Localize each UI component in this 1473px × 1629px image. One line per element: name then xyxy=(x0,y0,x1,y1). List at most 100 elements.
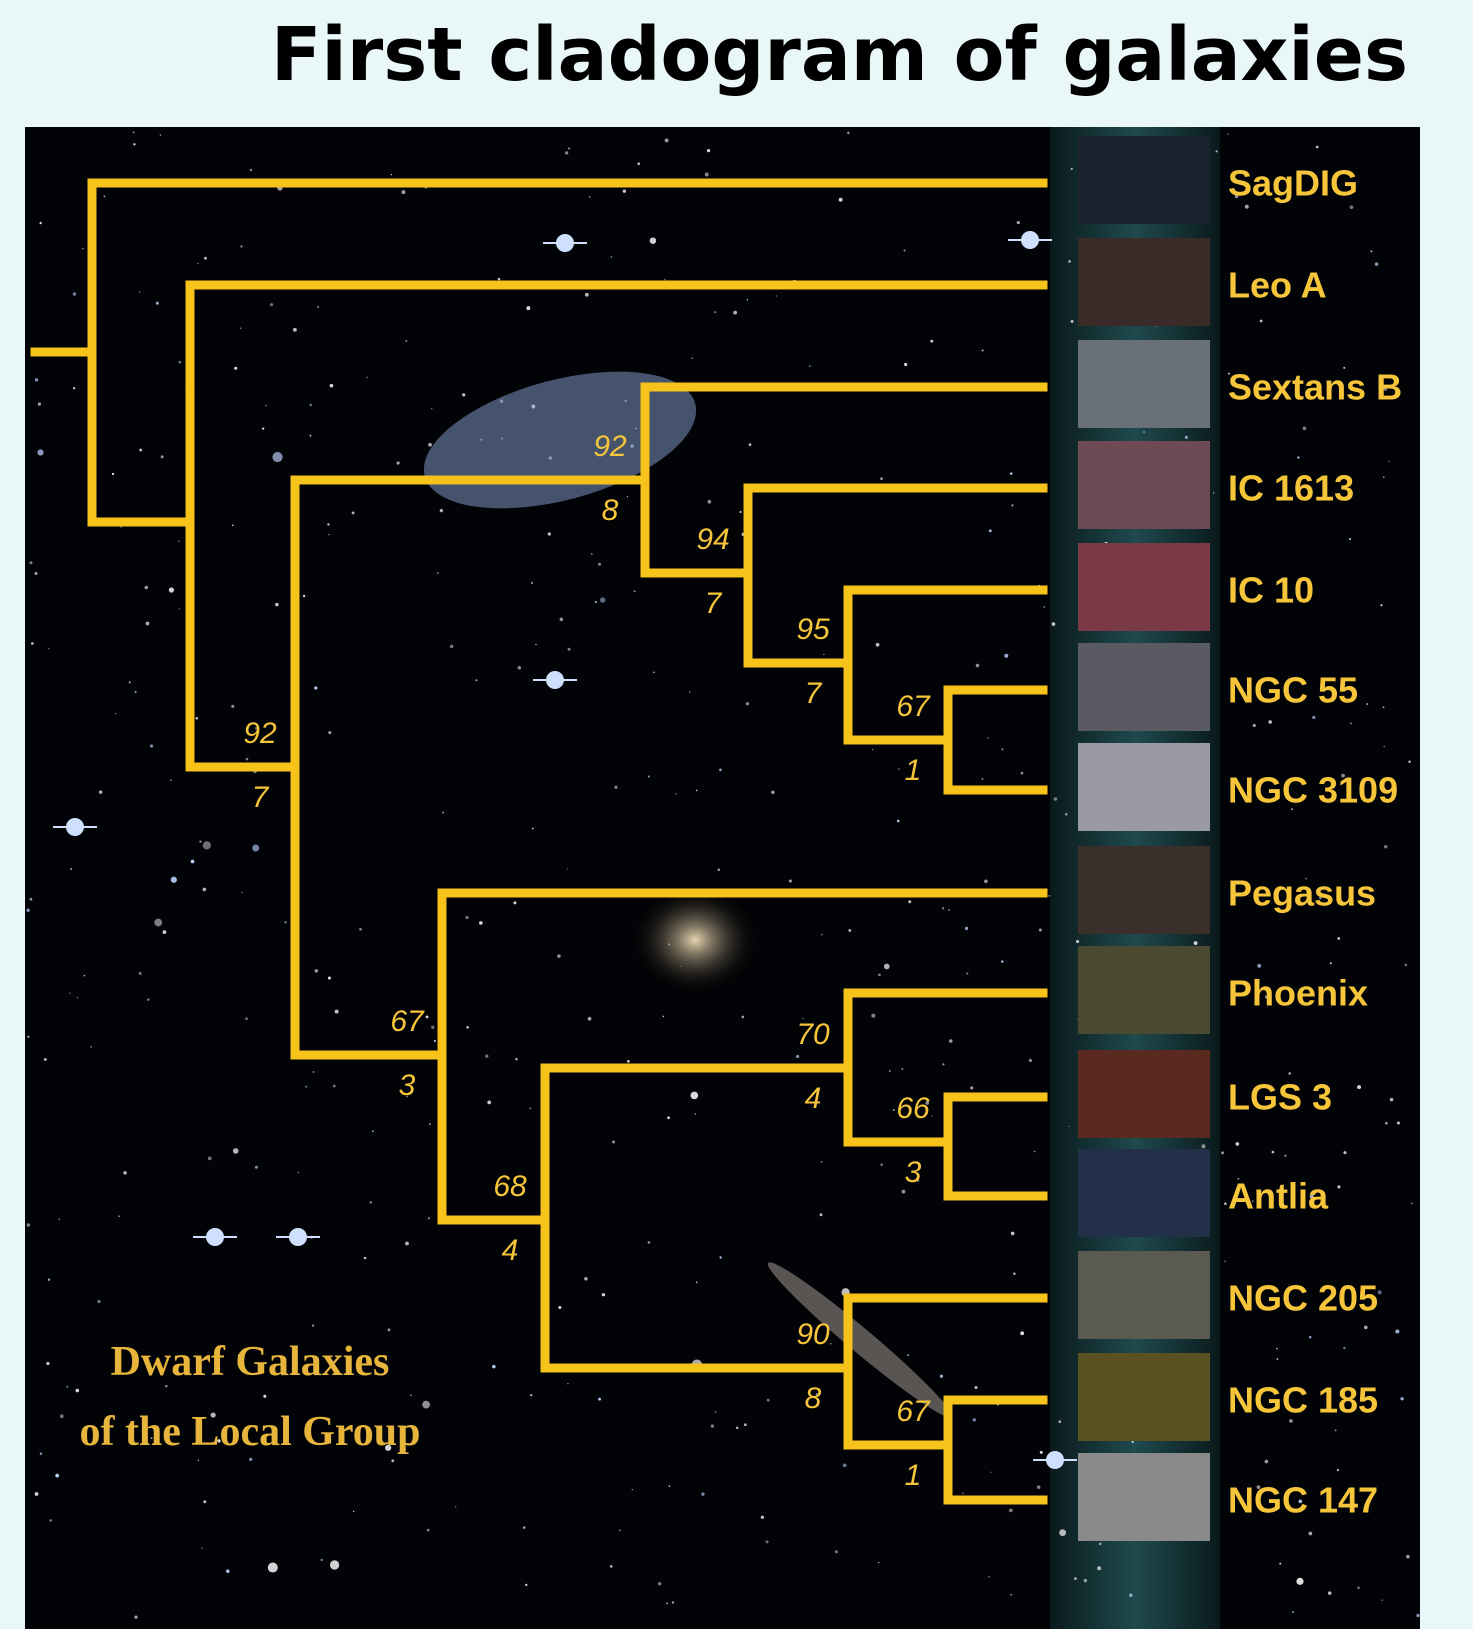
star xyxy=(30,642,34,645)
star xyxy=(265,1438,268,1441)
star xyxy=(369,1201,373,1204)
star xyxy=(1028,1058,1032,1063)
star xyxy=(594,601,597,604)
star xyxy=(144,585,149,590)
star xyxy=(694,1113,697,1115)
star xyxy=(948,1039,953,1043)
star xyxy=(647,775,650,778)
star xyxy=(1068,1125,1070,1128)
star xyxy=(1329,962,1332,965)
star xyxy=(907,1354,910,1357)
star xyxy=(733,310,738,315)
star xyxy=(883,963,890,970)
star xyxy=(904,362,908,367)
star xyxy=(103,195,106,198)
thumbnail xyxy=(1078,1251,1210,1339)
star xyxy=(314,969,319,973)
star xyxy=(1251,1200,1254,1203)
star xyxy=(202,887,207,892)
star xyxy=(662,1015,665,1018)
star xyxy=(565,151,569,155)
star xyxy=(190,859,195,864)
star xyxy=(714,311,717,314)
star xyxy=(599,597,606,603)
star xyxy=(1308,1335,1312,1339)
star xyxy=(815,1393,819,1396)
star xyxy=(584,292,589,297)
star xyxy=(566,868,569,870)
star xyxy=(766,1398,770,1402)
star xyxy=(26,908,30,912)
star xyxy=(462,393,466,397)
star xyxy=(363,1256,367,1260)
star xyxy=(428,442,432,447)
star xyxy=(1349,205,1354,210)
star xyxy=(29,561,33,565)
support-value: 70 xyxy=(796,1018,830,1051)
thumbnail xyxy=(1078,1353,1210,1441)
star xyxy=(598,1397,602,1401)
star xyxy=(27,1035,30,1038)
star xyxy=(284,920,287,924)
star xyxy=(584,1276,588,1281)
star xyxy=(1312,715,1316,720)
star xyxy=(1016,220,1020,225)
star xyxy=(1298,1499,1303,1504)
star xyxy=(627,1059,630,1063)
support-value: 8 xyxy=(602,494,619,527)
star xyxy=(588,196,591,198)
star xyxy=(513,901,517,905)
star xyxy=(1396,1121,1400,1125)
star xyxy=(1131,1440,1134,1444)
star xyxy=(649,237,657,244)
star xyxy=(872,748,874,751)
star xyxy=(329,1560,340,1570)
star xyxy=(847,131,850,135)
star xyxy=(788,879,792,883)
star xyxy=(292,327,297,332)
thumbnail xyxy=(1078,238,1210,326)
star xyxy=(1039,1450,1043,1454)
star xyxy=(1292,1611,1295,1613)
star xyxy=(159,134,162,136)
thumbnail xyxy=(1078,543,1210,631)
thumbnail xyxy=(1078,846,1210,934)
star xyxy=(314,686,318,690)
leaf-label: LGS 3 xyxy=(1228,1077,1332,1118)
star xyxy=(517,665,522,670)
star xyxy=(1037,1485,1041,1489)
star xyxy=(1336,1468,1340,1472)
star xyxy=(197,1459,200,1462)
star xyxy=(701,1492,705,1496)
star xyxy=(823,653,825,656)
star xyxy=(821,933,823,936)
star xyxy=(297,1171,300,1174)
star xyxy=(535,643,537,646)
star xyxy=(147,998,150,1001)
star xyxy=(145,621,150,626)
star xyxy=(90,1046,92,1048)
leaf-label: IC 1613 xyxy=(1228,468,1354,509)
support-value: 92 xyxy=(243,717,277,750)
star xyxy=(178,608,181,610)
star xyxy=(1388,460,1390,462)
leaf-label: NGC 147 xyxy=(1228,1480,1378,1521)
star xyxy=(612,1140,615,1144)
star xyxy=(114,713,117,715)
star xyxy=(426,1528,430,1532)
star xyxy=(302,594,306,598)
star xyxy=(1070,320,1074,323)
star xyxy=(249,1457,253,1461)
star xyxy=(34,378,39,382)
star xyxy=(201,1547,203,1550)
star xyxy=(903,249,906,252)
star xyxy=(626,495,629,498)
edge-galaxy xyxy=(767,1262,953,1418)
star xyxy=(1051,622,1056,626)
star xyxy=(265,404,267,407)
star xyxy=(567,1383,569,1385)
star xyxy=(47,1278,51,1281)
star xyxy=(531,827,534,830)
star xyxy=(819,1213,823,1217)
star xyxy=(138,971,142,975)
